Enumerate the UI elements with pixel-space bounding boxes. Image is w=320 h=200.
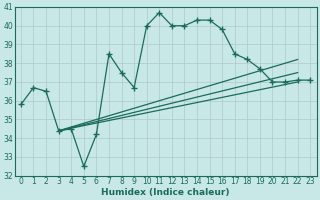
X-axis label: Humidex (Indice chaleur): Humidex (Indice chaleur) xyxy=(101,188,230,197)
